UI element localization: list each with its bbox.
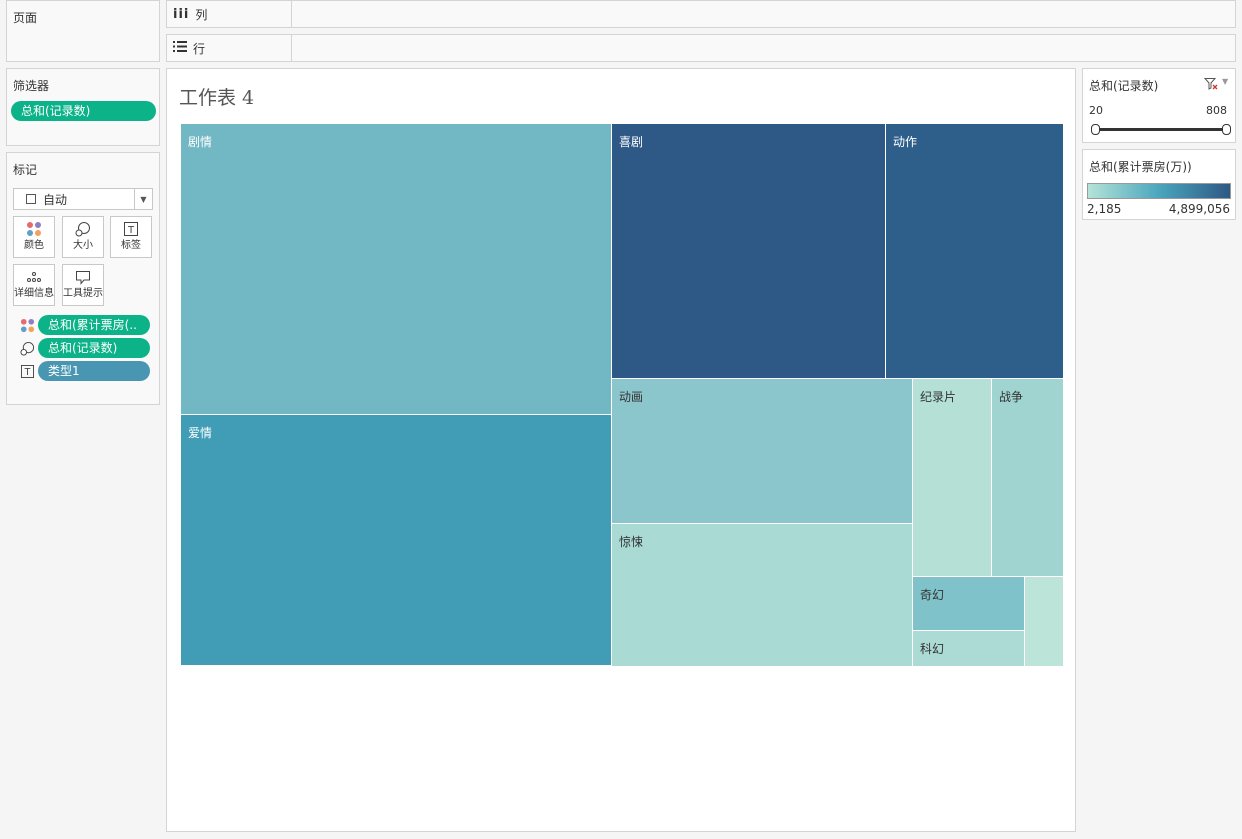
treemap-cell[interactable]: 科幻 (913, 631, 1025, 666)
text-label-icon: T (19, 363, 35, 379)
square-icon (26, 194, 36, 204)
tooltip-button-label: 工具提示 (63, 288, 103, 299)
treemap-cell[interactable] (1025, 577, 1063, 666)
color-legend: 总和(累计票房(万)) 2,185 4,899,056 (1082, 149, 1236, 220)
treemap-cell-label: 奇幻 (920, 588, 945, 602)
pages-card-title: 页面 (13, 11, 38, 25)
marks-card-title: 标记 (13, 163, 38, 177)
filter-clear-icon[interactable] (1203, 77, 1218, 91)
tooltip-icon (63, 265, 103, 289)
size-field-pill[interactable]: 总和(记录数) (38, 338, 150, 358)
color-legend-title: 总和(累计票房(万)) (1089, 160, 1192, 174)
color-dots-icon (14, 217, 54, 241)
filters-card-title: 筛选器 (13, 79, 50, 93)
treemap-cell[interactable]: 剧情 (181, 124, 612, 415)
treemap-cell-label: 战争 (999, 390, 1024, 404)
label-field-pill[interactable]: 类型1 (38, 361, 150, 381)
treemap-cell-label: 动作 (893, 135, 918, 149)
detail-button[interactable]: 详细信息 (13, 264, 55, 306)
mark-type-value: 自动 (43, 192, 68, 207)
treemap-cell[interactable]: 动作 (886, 124, 1063, 379)
treemap-cell[interactable]: 爱情 (181, 415, 612, 666)
detail-button-label: 详细信息 (14, 288, 54, 299)
worksheet-title: 工作表 4 (179, 87, 255, 109)
range-slider-min-handle[interactable] (1091, 124, 1100, 135)
treemap-cell[interactable]: 动画 (612, 379, 913, 524)
mark-type-select[interactable]: 自动 ▼ (13, 188, 153, 210)
label-button-label: 标签 (121, 240, 141, 251)
size-button[interactable]: 大小 (62, 216, 104, 258)
size-icon (19, 340, 35, 356)
size-icon (63, 217, 103, 241)
detail-dots-icon (14, 265, 54, 289)
treemap-cell-label: 爱情 (188, 426, 213, 440)
treemap-cell-label: 剧情 (188, 135, 213, 149)
treemap-cell-label: 喜剧 (619, 135, 644, 149)
color-dots-icon (19, 317, 35, 333)
treemap-cell[interactable]: 奇幻 (913, 577, 1025, 631)
filter-legend-title: 总和(记录数) (1089, 79, 1159, 93)
filters-card[interactable]: 筛选器 总和(记录数) (6, 68, 160, 146)
color-button-label: 颜色 (24, 240, 44, 251)
treemap[interactable]: 剧情 爱情 喜剧 动作 动画 惊悚 纪录片 战争 奇幻 科幻 (181, 124, 1063, 666)
filter-range-max: 808 (1206, 104, 1227, 117)
range-slider-max-handle[interactable] (1222, 124, 1231, 135)
filter-legend: 总和(记录数) ▼ 20 808 (1082, 68, 1236, 143)
columns-icon: iii (173, 6, 190, 22)
filter-range-min: 20 (1089, 104, 1103, 117)
treemap-cell-label: 科幻 (920, 642, 945, 656)
svg-text:T: T (23, 367, 30, 378)
pages-card[interactable]: 页面 (6, 0, 160, 62)
treemap-cell[interactable]: 喜剧 (612, 124, 886, 379)
rows-shelf-label: 行 (193, 41, 206, 56)
rows-shelf[interactable]: 行 (166, 34, 1236, 62)
treemap-cell[interactable]: 惊悚 (612, 524, 913, 666)
filter-pill-record-count[interactable]: 总和(记录数) (11, 101, 156, 121)
text-label-icon: T (111, 217, 151, 241)
legend-menu-chevron-icon[interactable]: ▼ (1222, 77, 1229, 86)
tooltip-button[interactable]: 工具提示 (62, 264, 104, 306)
treemap-cell-label: 纪录片 (920, 390, 957, 404)
worksheet-view: 工作表 4 剧情 爱情 喜剧 动作 动画 惊悚 纪录片 战争 奇幻 科幻 (166, 68, 1076, 832)
marks-card: 标记 自动 ▼ 颜色 大小 T 标签 详细信息 工具提示 总和 (6, 152, 160, 405)
range-slider-track[interactable] (1095, 128, 1227, 131)
color-field-pill[interactable]: 总和(累计票房(.. (38, 315, 150, 335)
chevron-down-icon[interactable]: ▼ (134, 189, 152, 209)
treemap-cell[interactable]: 纪录片 (913, 379, 992, 577)
color-legend-max: 4,899,056 (1168, 202, 1230, 216)
color-button[interactable]: 颜色 (13, 216, 55, 258)
columns-shelf-label-area: iii 列 (167, 1, 292, 27)
label-button[interactable]: T 标签 (110, 216, 152, 258)
rows-shelf-label-area: 行 (167, 35, 292, 61)
treemap-cell-label: 动画 (619, 390, 644, 404)
rows-icon (173, 41, 187, 55)
columns-shelf[interactable]: iii 列 (166, 0, 1236, 28)
size-button-label: 大小 (73, 240, 93, 251)
treemap-cell-label: 惊悚 (619, 535, 644, 549)
columns-shelf-label: 列 (195, 7, 208, 22)
color-ramp (1087, 183, 1231, 199)
svg-text:T: T (127, 225, 135, 236)
color-legend-min: 2,185 (1087, 202, 1122, 216)
treemap-cell[interactable]: 战争 (992, 379, 1063, 577)
